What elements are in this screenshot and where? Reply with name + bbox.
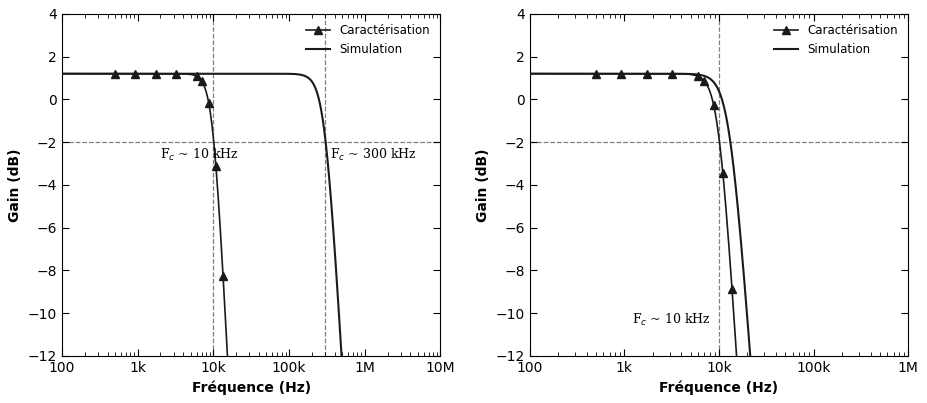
X-axis label: Fréquence (Hz): Fréquence (Hz)	[659, 380, 779, 395]
Y-axis label: Gain (dB): Gain (dB)	[476, 148, 490, 222]
X-axis label: Fréquence (Hz): Fréquence (Hz)	[192, 380, 311, 395]
Legend: Caractérisation, Simulation: Caractérisation, Simulation	[769, 20, 902, 61]
Y-axis label: Gain (dB): Gain (dB)	[8, 148, 22, 222]
Text: F$_c$ ~ 10 kHz: F$_c$ ~ 10 kHz	[160, 147, 239, 163]
Legend: Caractérisation, Simulation: Caractérisation, Simulation	[301, 20, 435, 61]
Text: F$_c$ ~ 10 kHz: F$_c$ ~ 10 kHz	[632, 312, 711, 328]
Text: F$_c$ ~ 300 kHz: F$_c$ ~ 300 kHz	[330, 147, 417, 163]
